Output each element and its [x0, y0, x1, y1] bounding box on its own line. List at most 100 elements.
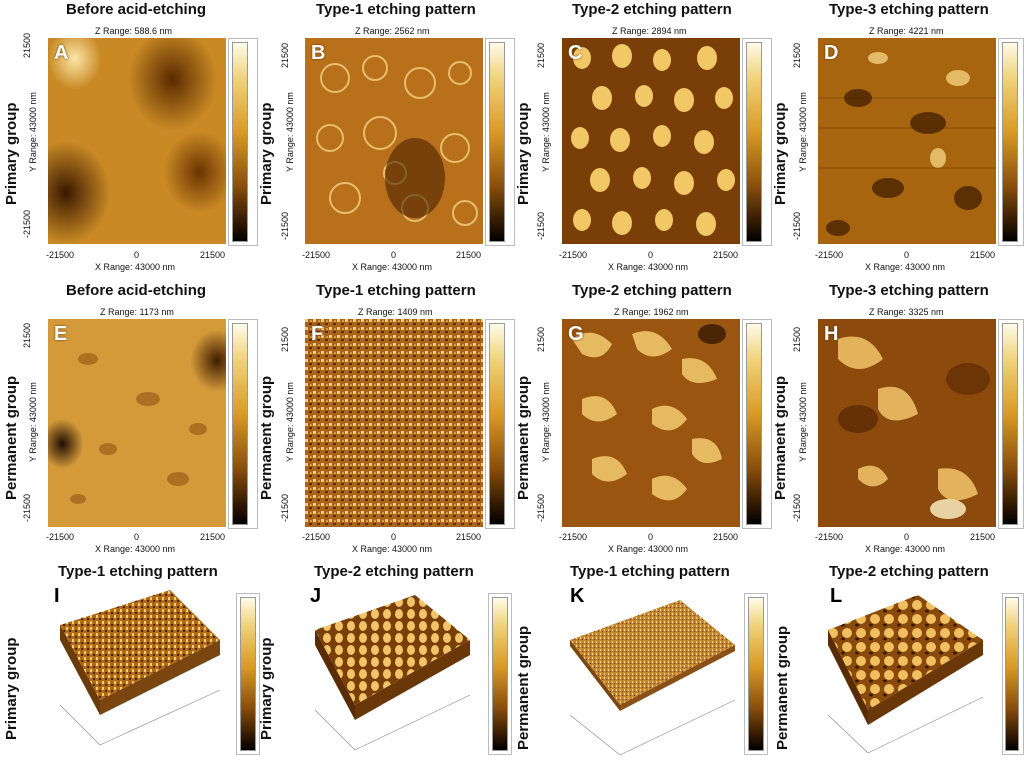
panel-f-ytick-bottom: -21500 — [280, 493, 290, 522]
afm-surface-a — [48, 38, 226, 244]
panel-b-xtick-mid: 0 — [391, 250, 397, 260]
panel-d-letter: D — [824, 42, 839, 64]
panel-b-letter: B — [311, 42, 326, 64]
panel-e-yaxis-label: Y Range: 43000 nm — [28, 382, 38, 462]
panel-h-afm-image: H — [818, 319, 996, 527]
row2-col4-group-label: Permanent group — [772, 375, 789, 500]
row3-col1-group-label: Primary group — [3, 637, 20, 740]
panel-e-colorbar-frame — [228, 319, 258, 529]
panel-a-title: Before acid-etching — [66, 1, 207, 18]
panel-l-title: Type-2 etching pattern — [829, 563, 989, 580]
panel-l-letter: L — [830, 585, 843, 607]
panel-g-xrange: X Range: 43000 nm — [608, 544, 689, 554]
panel-a-yaxis-label: Y Range: 43000 nm — [28, 92, 38, 172]
panel-c-xtick-left: -21500 — [559, 250, 588, 260]
panel-j-letter: J — [310, 585, 322, 607]
panel-k-colorbar — [748, 597, 764, 751]
panel-a-afm-image: A — [48, 38, 226, 244]
panel-h-letter: H — [824, 323, 839, 345]
panel-d-xrange: X Range: 43000 nm — [865, 262, 946, 272]
afm-surface-h — [818, 319, 996, 527]
panel-g-zrange: Z Range: 1962 nm — [614, 307, 689, 317]
panel-h-title: Type-3 etching pattern — [829, 282, 989, 299]
panel-a-xtick-right: 21500 — [200, 250, 226, 260]
panel-c-ytick-bottom: -21500 — [536, 211, 546, 240]
panel-g-ytick-top: 21500 — [536, 326, 546, 352]
panel-g-colorbar-frame — [742, 319, 772, 529]
panel-c-title: Type-2 etching pattern — [572, 1, 732, 18]
panel-d-title: Type-3 etching pattern — [829, 1, 989, 18]
panel-h-xtick-mid: 0 — [904, 532, 910, 542]
panel-c-afm-image: C — [562, 38, 740, 244]
panel-f-xtick-right: 21500 — [456, 532, 482, 542]
panel-d-ytick-bottom: -21500 — [792, 211, 802, 240]
panel-f-title: Type-1 etching pattern — [316, 282, 476, 299]
afm-3d-surface-k — [569, 600, 736, 756]
row2-col2-group-label: Permanent group — [258, 375, 275, 500]
afm-surface-b — [305, 38, 483, 244]
panel-f-afm-image: F — [305, 319, 483, 527]
panel-e-zrange: Z Range: 1173 nm — [100, 307, 174, 317]
panel-d-zrange: Z Range: 4221 nm — [869, 26, 944, 36]
panel-g-xtick-mid: 0 — [648, 532, 654, 542]
panel-h-xtick-right: 21500 — [970, 532, 996, 542]
panel-a-colorbar — [232, 42, 248, 242]
panel-h-yaxis-label: Y Range: 43000 nm — [798, 382, 808, 462]
panel-a-colorbar-frame — [228, 38, 258, 246]
panel-a-zrange: Z Range: 588.6 nm — [95, 26, 173, 36]
panel-b-title: Type-1 etching pattern — [316, 1, 476, 18]
panel-h-colorbar — [1002, 323, 1018, 525]
panel-h-ytick-bottom: -21500 — [792, 493, 802, 522]
row3-col3-group-label: Permanent group — [515, 625, 532, 750]
panel-b-colorbar — [489, 42, 505, 242]
panel-h-xtick-left: -21500 — [815, 532, 844, 542]
panel-a-xrange: X Range: 43000 nm — [95, 262, 176, 272]
panel-c-yaxis-label: Y Range: 43000 nm — [541, 92, 551, 172]
row2-col3-group-label: Permanent group — [515, 375, 532, 500]
panel-i-colorbar-frame — [236, 593, 260, 755]
panel-d-xtick-right: 21500 — [970, 250, 996, 260]
panel-g-title: Type-2 etching pattern — [572, 282, 732, 299]
panel-f-xrange: X Range: 43000 nm — [352, 544, 433, 554]
panel-l-colorbar — [1005, 597, 1019, 751]
panel-b-xrange: X Range: 43000 nm — [352, 262, 433, 272]
panel-g-yaxis-label: Y Range: 43000 nm — [541, 382, 551, 462]
panel-j-colorbar-frame — [488, 593, 512, 755]
panel-b-ytick-bottom: -21500 — [280, 211, 290, 240]
panel-f-yaxis-label: Y Range: 43000 nm — [285, 382, 295, 462]
panel-d-afm-image: D — [818, 38, 996, 244]
panel-c-zrange: Z Range: 2894 nm — [612, 26, 687, 36]
panel-k-3d-surface: K — [540, 585, 740, 765]
panel-b-zrange: Z Range: 2562 nm — [355, 26, 430, 36]
panel-e-xrange: X Range: 43000 nm — [95, 544, 176, 554]
panel-f-zrange: Z Range: 1409 nm — [358, 307, 433, 317]
panel-g-xtick-left: -21500 — [559, 532, 588, 542]
afm-3d-surface-i — [59, 590, 221, 746]
panel-k-colorbar-frame — [744, 593, 768, 755]
panel-h-zrange: Z Range: 3325 nm — [869, 307, 944, 317]
row1-col1-group-label: Primary group — [3, 102, 20, 205]
row3-col3b-group-label: Permanent group — [774, 625, 791, 750]
panel-c-colorbar-frame — [742, 38, 772, 246]
panel-c-xtick-right: 21500 — [713, 250, 739, 260]
afm-3d-surface-j — [314, 595, 471, 751]
panel-h-xrange: X Range: 43000 nm — [865, 544, 946, 554]
panel-i-3d-surface: I — [30, 585, 235, 765]
panel-i-colorbar — [240, 597, 256, 751]
panel-k-letter: K — [570, 585, 585, 607]
panel-c-xtick-mid: 0 — [648, 250, 654, 260]
row1-col3-group-label: Primary group — [515, 102, 532, 205]
panel-a-xtick-mid: 0 — [134, 250, 140, 260]
panel-i-title: Type-1 etching pattern — [58, 563, 218, 580]
panel-e-ytick-top: 21500 — [22, 322, 32, 348]
panel-k-title: Type-1 etching pattern — [570, 563, 730, 580]
panel-j-3d-surface: J — [285, 585, 485, 765]
panel-c-xrange: X Range: 43000 nm — [608, 262, 689, 272]
panel-d-colorbar — [1002, 42, 1018, 242]
panel-b-xtick-right: 21500 — [456, 250, 482, 260]
afm-surface-e — [48, 319, 226, 527]
panel-c-letter: C — [568, 42, 583, 64]
panel-b-yaxis-label: Y Range: 43000 nm — [285, 92, 295, 172]
panel-l-3d-surface: L — [798, 585, 1000, 765]
panel-e-xtick-mid: 0 — [134, 532, 140, 542]
